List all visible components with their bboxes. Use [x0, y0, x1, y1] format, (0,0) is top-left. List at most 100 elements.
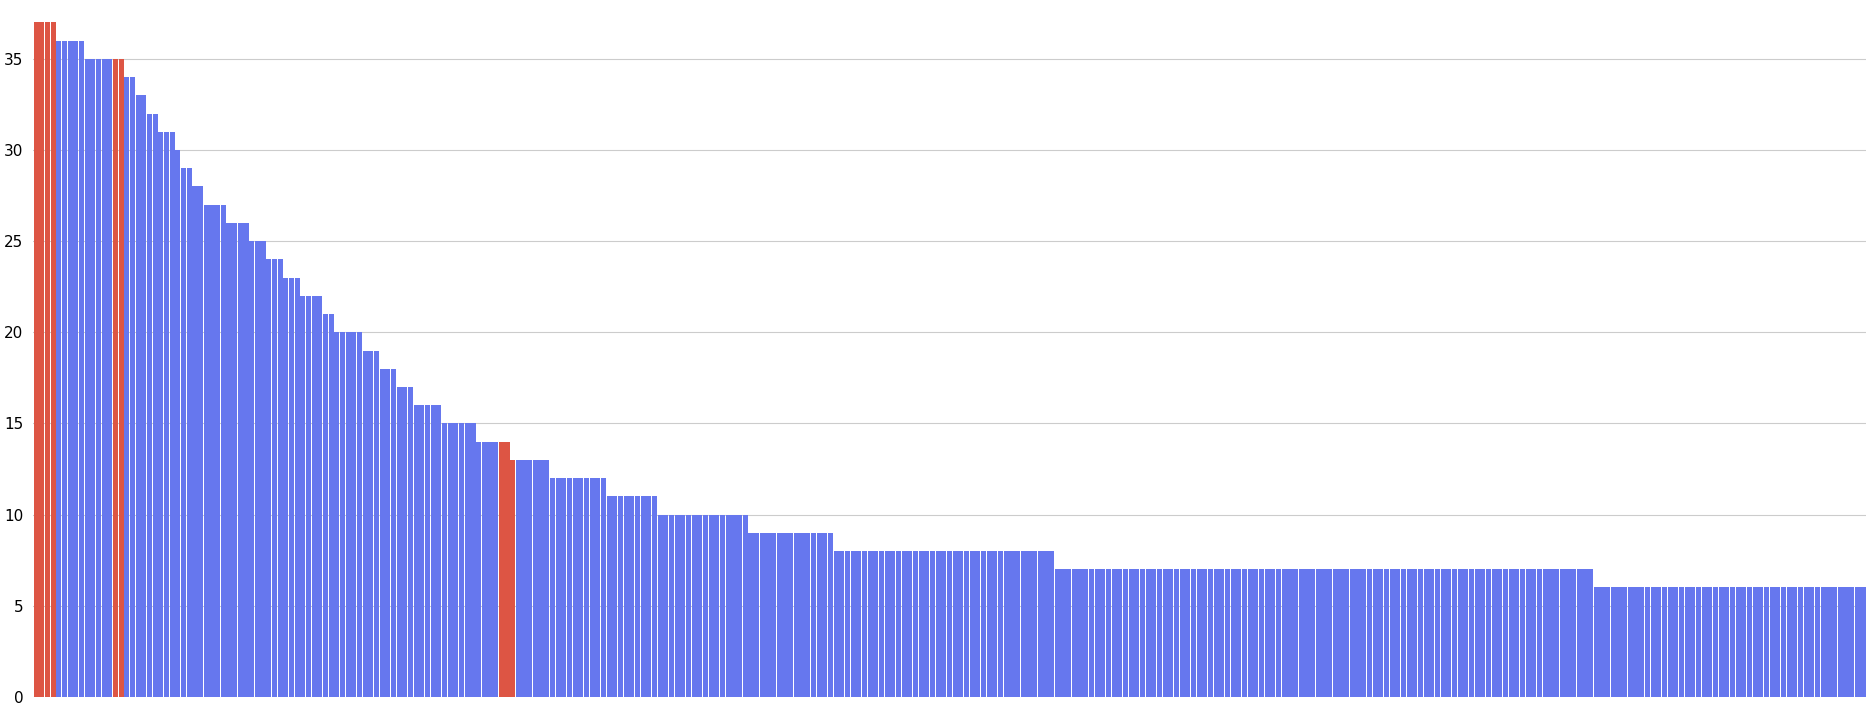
- Bar: [1032, 551, 1038, 697]
- Bar: [1055, 569, 1060, 697]
- Bar: [1004, 551, 1008, 697]
- Bar: [1247, 569, 1253, 697]
- Bar: [941, 551, 946, 697]
- Bar: [402, 387, 408, 697]
- Bar: [1576, 569, 1582, 697]
- Bar: [1543, 569, 1548, 697]
- Bar: [840, 551, 843, 697]
- Bar: [1735, 587, 1741, 697]
- Bar: [924, 551, 929, 697]
- Bar: [561, 478, 567, 697]
- Bar: [946, 551, 952, 697]
- Bar: [1651, 587, 1655, 697]
- Bar: [79, 40, 84, 697]
- Bar: [1548, 569, 1554, 697]
- Bar: [1520, 569, 1526, 697]
- Bar: [335, 332, 338, 697]
- Bar: [1010, 551, 1015, 697]
- Bar: [39, 23, 45, 697]
- Bar: [1146, 569, 1150, 697]
- Bar: [681, 515, 686, 697]
- Bar: [1214, 569, 1219, 697]
- Bar: [748, 532, 754, 697]
- Bar: [1088, 569, 1094, 697]
- Bar: [952, 551, 957, 697]
- Bar: [1640, 587, 1644, 697]
- Bar: [913, 551, 918, 697]
- Bar: [669, 515, 673, 697]
- Bar: [301, 296, 305, 697]
- Bar: [1135, 569, 1139, 697]
- Bar: [1446, 569, 1451, 697]
- Bar: [606, 496, 611, 697]
- Bar: [499, 442, 503, 697]
- Bar: [754, 532, 759, 697]
- Bar: [1072, 569, 1077, 697]
- Bar: [1763, 587, 1769, 697]
- Bar: [533, 460, 539, 697]
- Bar: [641, 496, 645, 697]
- Bar: [1015, 551, 1021, 697]
- Bar: [1122, 569, 1128, 697]
- Bar: [1292, 569, 1298, 697]
- Bar: [1373, 569, 1378, 697]
- Bar: [770, 532, 776, 697]
- Bar: [123, 77, 129, 697]
- Bar: [385, 368, 391, 697]
- Bar: [765, 532, 770, 697]
- Bar: [1526, 569, 1532, 697]
- Bar: [1163, 569, 1167, 697]
- Bar: [1685, 587, 1690, 697]
- Bar: [1305, 569, 1309, 697]
- Bar: [812, 532, 815, 697]
- Bar: [1492, 569, 1496, 697]
- Bar: [1487, 569, 1490, 697]
- Bar: [137, 95, 140, 697]
- Bar: [318, 296, 322, 697]
- Bar: [636, 496, 640, 697]
- Bar: [374, 351, 380, 697]
- Bar: [1668, 587, 1672, 697]
- Bar: [1565, 569, 1571, 697]
- Bar: [1747, 587, 1752, 697]
- Bar: [1481, 569, 1485, 697]
- Bar: [583, 478, 589, 697]
- Bar: [1384, 569, 1389, 697]
- Bar: [1345, 569, 1350, 697]
- Bar: [1219, 569, 1225, 697]
- Bar: [1111, 569, 1116, 697]
- Bar: [453, 423, 458, 697]
- Bar: [1328, 569, 1331, 697]
- Bar: [578, 478, 583, 697]
- Bar: [1799, 587, 1803, 697]
- Bar: [787, 532, 793, 697]
- Bar: [742, 515, 748, 697]
- Bar: [539, 460, 544, 697]
- Bar: [1634, 587, 1638, 697]
- Bar: [324, 314, 327, 697]
- Bar: [1339, 569, 1343, 697]
- Bar: [1043, 551, 1049, 697]
- Bar: [340, 332, 346, 697]
- Bar: [1810, 587, 1814, 697]
- Bar: [1158, 569, 1161, 697]
- Bar: [391, 368, 396, 697]
- Bar: [1270, 569, 1275, 697]
- Bar: [482, 442, 486, 697]
- Bar: [1833, 587, 1836, 697]
- Bar: [1679, 587, 1685, 697]
- Bar: [817, 532, 821, 697]
- Bar: [1515, 569, 1520, 697]
- Bar: [834, 551, 838, 697]
- Bar: [653, 496, 656, 697]
- Bar: [1253, 569, 1259, 697]
- Bar: [1616, 587, 1621, 697]
- Bar: [1100, 569, 1105, 697]
- Bar: [1141, 569, 1144, 697]
- Bar: [1657, 587, 1661, 697]
- Bar: [935, 551, 941, 697]
- Bar: [1389, 569, 1395, 697]
- Bar: [62, 40, 67, 697]
- Bar: [488, 442, 492, 697]
- Bar: [957, 551, 963, 697]
